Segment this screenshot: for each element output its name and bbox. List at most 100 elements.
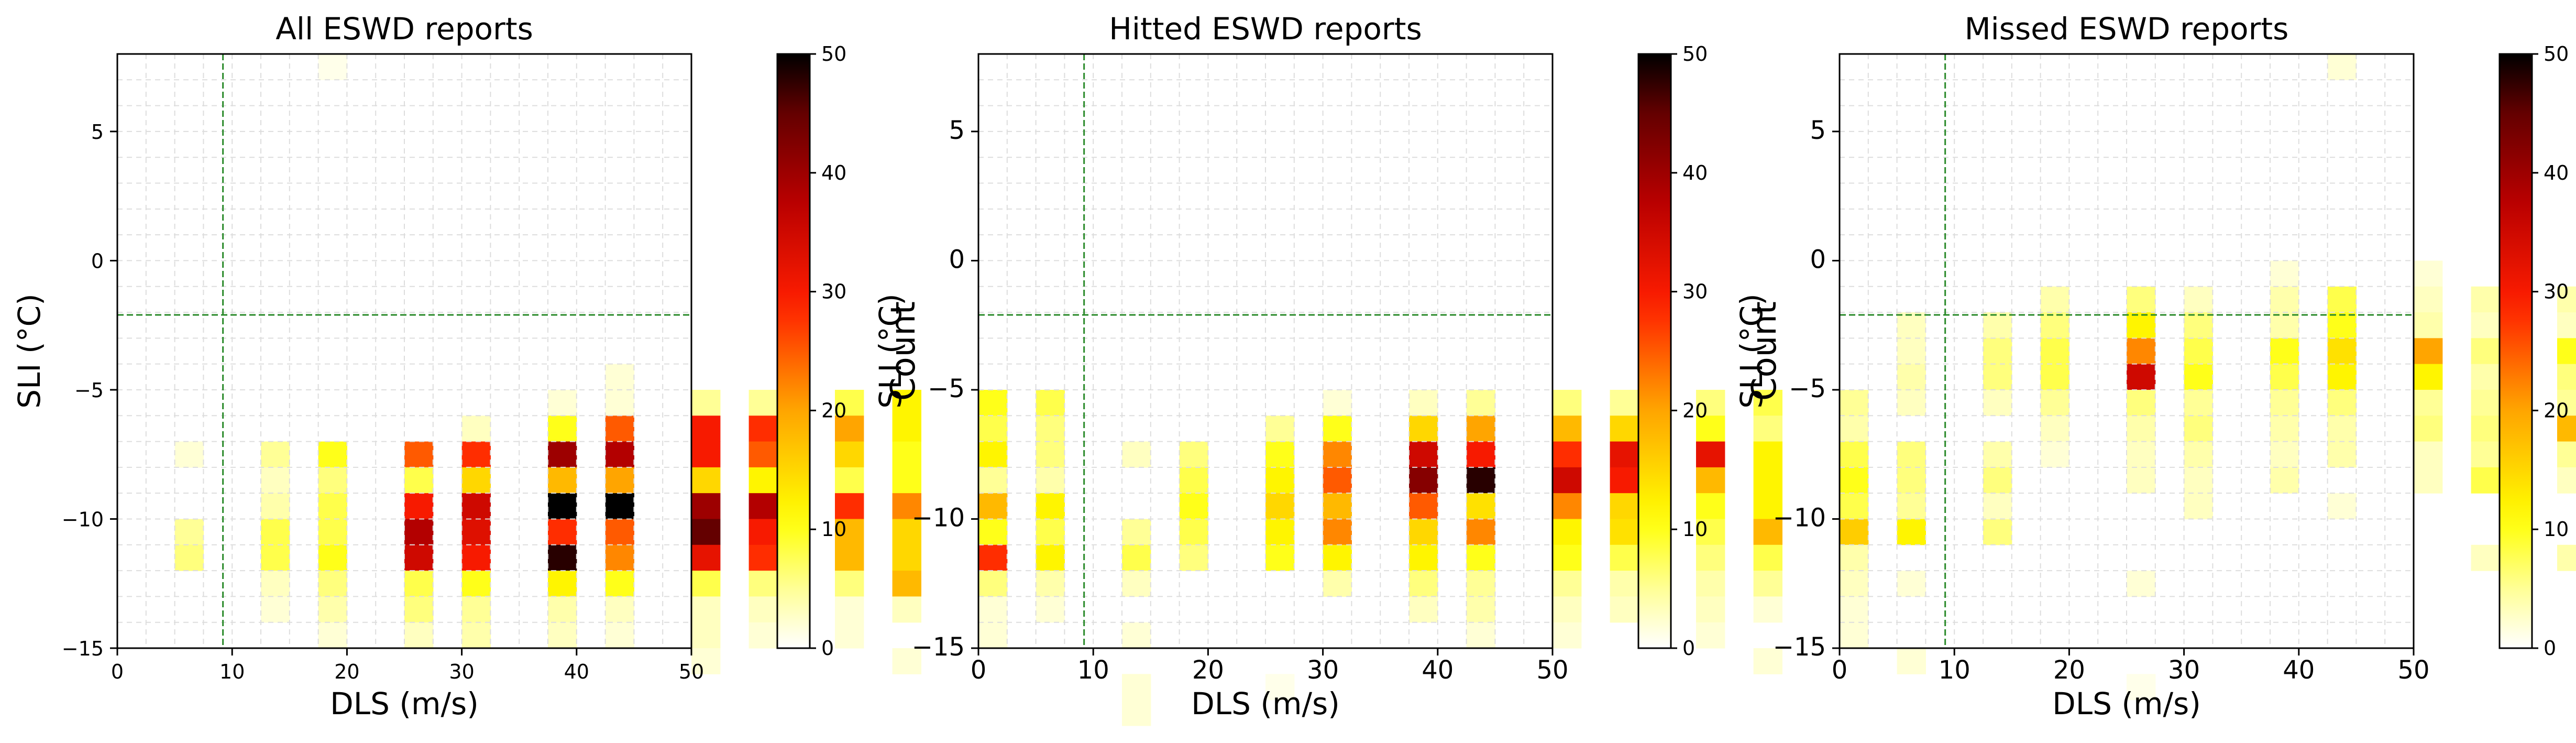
colorbar-scale: [1637, 53, 1672, 649]
heatmap-cell: [318, 596, 347, 623]
heatmap-cell: [748, 467, 778, 494]
heatmap-cell: [1553, 416, 1582, 442]
y-tick-label: −5: [928, 374, 965, 403]
heatmap-cell: [1610, 467, 1639, 494]
heatmap-cell: [1753, 416, 1782, 442]
heatmap-cell: [2184, 416, 2213, 442]
heatmap-cell: [1840, 571, 1869, 597]
heatmap-cell: [835, 596, 864, 623]
heatmap-cell: [318, 544, 347, 571]
heatmap-cell: [605, 519, 634, 545]
heatmap-cell: [1696, 389, 1725, 416]
heatmap-cell: [748, 493, 778, 520]
heatmap-cell: [1840, 467, 1869, 494]
heatmap-cell: [978, 622, 1008, 649]
x-tick-label: 50: [1536, 655, 1568, 685]
heatmap-cell: [318, 622, 347, 649]
x-tick-label: 10: [1939, 655, 1970, 685]
heatmap-cell: [261, 493, 290, 520]
heatmap-cell: [892, 389, 921, 416]
heatmap-cell: [1983, 441, 2012, 468]
heatmap-cell: [2184, 338, 2213, 365]
heatmap-cell: [1610, 544, 1639, 571]
heatmap-cell: [605, 389, 634, 416]
heatmap-cell: [605, 441, 634, 468]
heatmap-cell: [748, 596, 778, 623]
heatmap-cell: [548, 493, 577, 520]
heatmap-cell: [978, 493, 1008, 520]
heatmap-cell: [2270, 441, 2299, 468]
heatmap-cell: [2327, 493, 2357, 520]
y-tick-label: −5: [74, 379, 104, 402]
y-tick-label: 0: [949, 245, 965, 274]
heatmap-cell: [1122, 544, 1151, 571]
heatmap-cell: [1466, 519, 1495, 545]
heatmap-cell: [2471, 312, 2500, 338]
heatmap-cell: [2471, 364, 2500, 390]
colorbar-tick-label: 20: [1682, 399, 1708, 422]
heatmap-cell: [835, 622, 864, 649]
y-tick-label: 5: [91, 121, 104, 144]
heatmap-cell: [1553, 493, 1582, 520]
heatmap-cell: [1323, 544, 1352, 571]
x-tick-label: 0: [111, 660, 124, 683]
heatmap-cell: [1409, 596, 1438, 623]
heatmap-cell: [2557, 416, 2576, 442]
heatmap-cell: [2270, 364, 2299, 390]
chart-title: Hitted ESWD reports: [1109, 11, 1422, 47]
heatmap-cell: [318, 571, 347, 597]
heatmap-cell: [174, 544, 204, 571]
grid-lines: [1839, 53, 2414, 649]
heatmap-cell: [978, 519, 1008, 545]
heatmap-cell: [404, 493, 434, 520]
heatmap-cell: [2127, 441, 2156, 468]
heatmap-cell: [1696, 519, 1725, 545]
heatmap-cell: [1553, 389, 1582, 416]
heatmap-cells: [1897, 54, 2576, 597]
heatmap-cell: [2127, 364, 2156, 390]
x-tick-label: 10: [219, 660, 245, 683]
heatmap-cell: [691, 622, 721, 649]
heatmap-cell: [548, 544, 577, 571]
heatmap-cell: [1265, 467, 1295, 494]
plot-frame: [116, 53, 692, 649]
heatmap-cell: [1696, 571, 1725, 597]
y-axis-label: SLI (°C): [12, 293, 47, 408]
heatmap-cell: [1897, 571, 1926, 597]
chart-title: All ESWD reports: [276, 11, 533, 47]
heatmap-cell: [1265, 674, 1295, 701]
heatmap-cell: [404, 467, 434, 494]
heatmap-cell: [404, 544, 434, 571]
heatmap-cell: [978, 416, 1008, 442]
y-tick-label: −15: [62, 637, 104, 660]
colorbar-tick-label: 50: [1682, 42, 1708, 65]
heatmap-cell: [1753, 519, 1782, 545]
heatmap-cell: [1409, 571, 1438, 597]
heatmap-cell: [1466, 467, 1495, 494]
colorbar-tick-label: 30: [821, 280, 846, 303]
heatmap-cell: [691, 416, 721, 442]
heatmap-cell: [2557, 286, 2576, 313]
heatmap-cell: [748, 622, 778, 649]
heatmap-cell: [1466, 544, 1495, 571]
x-tick-label: 20: [334, 660, 359, 683]
y-tick-label: 0: [91, 249, 104, 272]
heatmap-cell: [1036, 571, 1065, 597]
heatmap-cell: [1840, 441, 1869, 468]
colorbar-tick-label: 10: [821, 518, 846, 541]
heatmap-cell: [892, 519, 921, 545]
heatmap-cell: [261, 441, 290, 468]
heatmap-cell: [548, 519, 577, 545]
heatmap-cell: [835, 571, 864, 597]
heatmap-cell: [261, 544, 290, 571]
heatmap-cell: [1753, 571, 1782, 597]
heatmap-cell: [691, 519, 721, 545]
heatmap-cell: [691, 493, 721, 520]
heatmap-cell: [2471, 467, 2500, 494]
y-tick-label: −15: [1773, 632, 1826, 662]
heatmap-cell: [1897, 467, 1926, 494]
heatmap-cell: [1553, 519, 1582, 545]
heatmap-cell: [2327, 364, 2357, 390]
